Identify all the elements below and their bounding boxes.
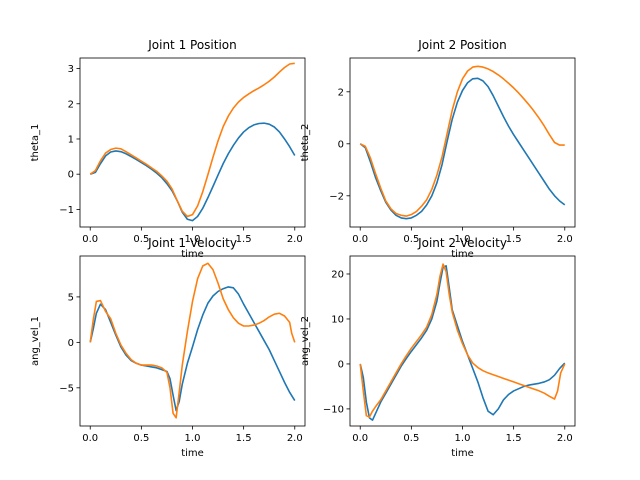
y-tick-label: −2 (329, 191, 344, 202)
chart-title: Joint 1 Velocity (147, 236, 237, 250)
x-tick-label: 0.5 (133, 234, 149, 245)
subplot-joint-2-position: 0.0 0.5 1.0 1.5 2.0 −2 0 2 Joint 2 Position time t… (300, 38, 576, 260)
x-axis-label: time (451, 249, 474, 260)
y-tick-label: −5 (59, 383, 74, 394)
x-tick-label: 2.0 (557, 433, 573, 444)
x-tick-label: 2.0 (287, 234, 303, 245)
series-line-2 (359, 263, 566, 418)
x-tick-label: 0.0 (352, 433, 368, 444)
x-tick-label: 1.5 (506, 234, 522, 245)
x-tick-label: 0.0 (82, 234, 98, 245)
y-tick-label: 1 (68, 134, 74, 145)
x-tick-label: 2.0 (557, 234, 573, 245)
x-axis-label: time (451, 448, 474, 459)
x-tick-label: 1.5 (506, 433, 522, 444)
subplot-joint-1-position: 0.0 0.5 1.0 1.5 2.0 −1 0 1 2 3 Joint 1 Position tim… (30, 38, 306, 260)
y-tick-label: 0 (68, 170, 74, 181)
y-tick-label: 5 (68, 292, 74, 303)
y-tick-label: −10 (323, 404, 344, 415)
y-tick-label: 10 (331, 314, 344, 325)
x-tick-label: 1.5 (236, 234, 252, 245)
x-tick-label: 0.0 (352, 234, 368, 245)
chart-title: Joint 1 Position (147, 38, 237, 52)
y-axis-label: ang_vel_1 (30, 316, 41, 366)
series-line-2 (359, 65, 565, 217)
x-tick-label: 1.0 (185, 234, 201, 245)
x-tick-label: 1.0 (455, 433, 471, 444)
x-tick-label: 2.0 (287, 433, 303, 444)
y-tick-label: 3 (68, 64, 74, 75)
series-line-2 (89, 262, 296, 419)
x-axis-label: time (181, 249, 204, 260)
x-tick-label: 1.0 (455, 234, 471, 245)
y-tick-label: 2 (338, 87, 344, 98)
chart-title: Joint 2 Position (417, 38, 507, 52)
series-line-2 (89, 62, 295, 218)
series-line-1 (89, 122, 296, 222)
y-axis-label: theta_1 (30, 124, 41, 162)
y-tick-label: 0 (338, 139, 344, 150)
x-tick-label: 1.0 (185, 433, 201, 444)
x-tick-label: 0.0 (82, 433, 98, 444)
series-line-1 (359, 77, 566, 220)
x-tick-label: 0.5 (133, 433, 149, 444)
y-tick-label: 0 (338, 359, 344, 370)
y-tick-label: 2 (68, 99, 74, 110)
x-tick-label: 0.5 (403, 433, 419, 444)
x-axis-label: time (181, 448, 204, 459)
y-tick-label: 20 (331, 269, 344, 280)
x-tick-label: 0.5 (403, 234, 419, 245)
y-axis-label: ang_vel_2 (300, 316, 311, 366)
y-tick-label: 0 (68, 338, 74, 349)
y-tick-label: −1 (59, 205, 74, 216)
series-line-1 (89, 286, 296, 412)
x-tick-label: 1.5 (236, 433, 252, 444)
y-axis-label: theta_2 (300, 124, 311, 162)
chart-title: Joint 2 Velocity (417, 236, 507, 250)
